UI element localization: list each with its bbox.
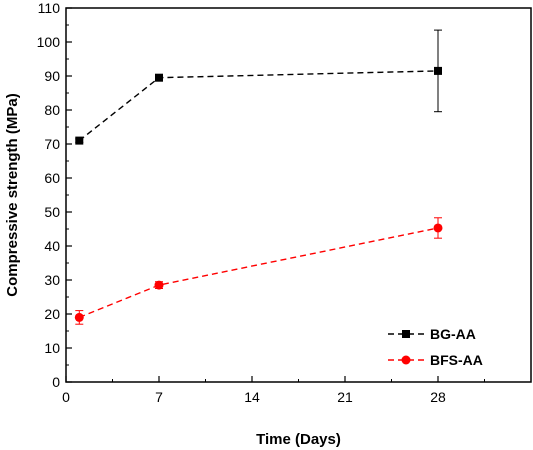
y-tick-label: 20	[44, 306, 60, 322]
y-tick-label: 0	[52, 374, 60, 390]
y-tick-label: 50	[44, 204, 60, 220]
x-tick-label: 14	[244, 389, 260, 405]
y-tick-label: 10	[44, 340, 60, 356]
y-axis: 0 10 20 30 40 50 60 70 80 90 100 110	[37, 0, 72, 390]
x-tick-label: 7	[155, 389, 163, 405]
data-point	[74, 312, 84, 322]
series-bfs-aa	[74, 217, 443, 325]
data-point	[434, 66, 442, 75]
series-layer	[74, 29, 443, 325]
x-axis: 0 7 14 21 28	[62, 376, 485, 405]
legend-marker	[402, 330, 410, 338]
series-line	[78, 70, 439, 142]
y-axis-title: Compressive strength (MPa)	[4, 93, 21, 296]
data-point	[154, 280, 164, 290]
y-tick-label: 110	[38, 0, 61, 16]
series-line	[79, 227, 439, 319]
y-tick-label: 70	[44, 136, 60, 152]
x-tick-label: 0	[62, 389, 70, 405]
y-tick-label: 60	[44, 170, 60, 186]
legend-label: BFS-AA	[430, 352, 483, 368]
legend-item: BFS-AA	[388, 352, 483, 368]
legend: BG-AA BFS-AA	[388, 326, 483, 368]
x-tick-label: 21	[337, 389, 353, 405]
series-bg-aa	[75, 29, 442, 145]
data-point	[75, 136, 84, 145]
legend-marker	[401, 355, 411, 365]
y-tick-label: 100	[37, 34, 61, 50]
x-tick-label: 28	[430, 389, 446, 405]
y-tick-label: 40	[44, 238, 60, 254]
legend-item: BG-AA	[388, 326, 476, 342]
data-point	[433, 223, 443, 233]
y-tick-label: 30	[44, 272, 60, 288]
y-tick-label: 80	[44, 102, 60, 118]
data-point	[155, 73, 163, 82]
legend-label: BG-AA	[430, 326, 476, 342]
x-axis-title: Time (Days)	[256, 431, 341, 448]
y-tick-label: 90	[44, 68, 60, 84]
